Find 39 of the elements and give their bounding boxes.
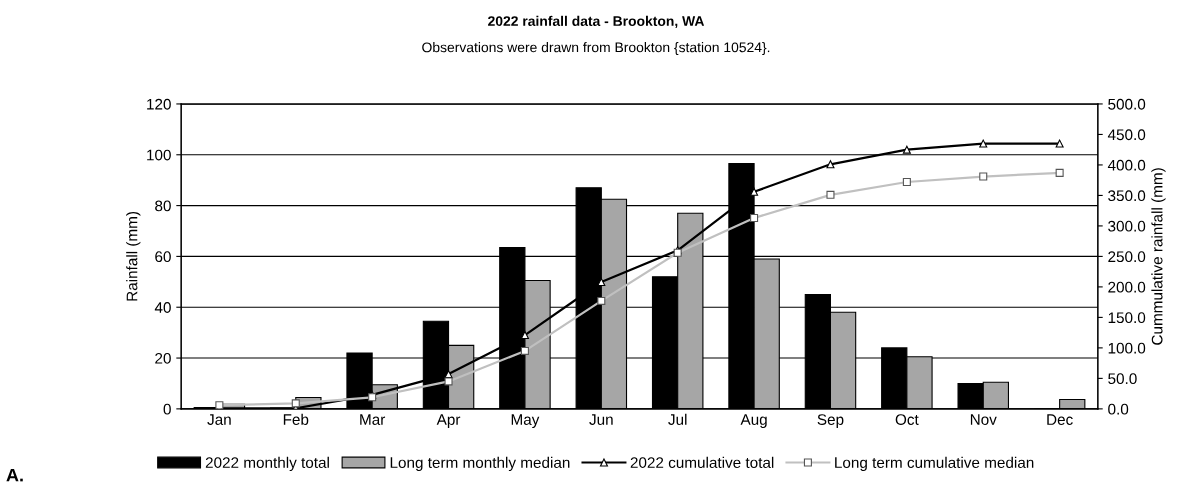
y-tick-label: 120 <box>147 98 171 110</box>
y-tick-label: 100 <box>147 149 171 161</box>
y-tick-label: 20 <box>155 352 171 364</box>
x-tick-label: Sep <box>817 414 844 428</box>
y2-tick-label: 100.0 <box>1108 342 1146 354</box>
legend-label: 2022 cumulative total <box>630 456 774 468</box>
y2-tick-label: 50.0 <box>1108 373 1137 385</box>
legend-label: Long term monthly median <box>390 456 570 472</box>
x-tick-label: Nov <box>970 414 997 425</box>
y2-tick-label: 0.0 <box>1108 403 1129 415</box>
x-tick-label: Dec <box>1047 414 1073 425</box>
x-tick-label: Apr <box>436 414 461 428</box>
y-tick-label: 60 <box>155 251 171 263</box>
y-tick-label: 40 <box>154 302 171 313</box>
x-tick-label: May <box>511 414 540 428</box>
legend-label: Long term cumulative median <box>835 456 1034 472</box>
text: A. <box>6 468 23 482</box>
y2-axis-title: Cummulative rainfall (mm) <box>1151 168 1166 345</box>
y2-tick-label: 150.0 <box>1108 312 1146 324</box>
x-tick-label: Jun <box>589 414 613 425</box>
x-tick-label: Aug <box>740 414 767 428</box>
legend-label: 2022 monthly total <box>205 456 329 472</box>
y2-tick-label: 300.0 <box>1108 220 1146 232</box>
y2-tick-label: 450.0 <box>1107 129 1146 141</box>
x-tick-label: Feb <box>283 413 309 425</box>
y-tick-label: 0 <box>163 403 171 415</box>
chart-subtitle: Observations were drawn from Brookton {station 10524}. <box>422 42 770 55</box>
chart-title: 2022 rainfall data - Brookton, WA <box>488 15 705 29</box>
x-tick-label: Jan <box>207 414 231 425</box>
y2-tick-label: 350.0 <box>1108 190 1146 202</box>
x-tick-label: Jul <box>668 413 687 425</box>
x-tick-label: Oct <box>895 414 919 425</box>
x-tick-label: Mar <box>360 414 386 425</box>
y-axis-title: Rainfall (mm) <box>126 211 141 301</box>
y-tick-label: 80 <box>155 200 171 212</box>
y2-tick-label: 500.0 <box>1108 98 1146 110</box>
y2-tick-label: 400.0 <box>1107 159 1146 171</box>
y2-tick-label: 200.0 <box>1108 281 1146 293</box>
y2-tick-label: 250.0 <box>1108 251 1146 263</box>
